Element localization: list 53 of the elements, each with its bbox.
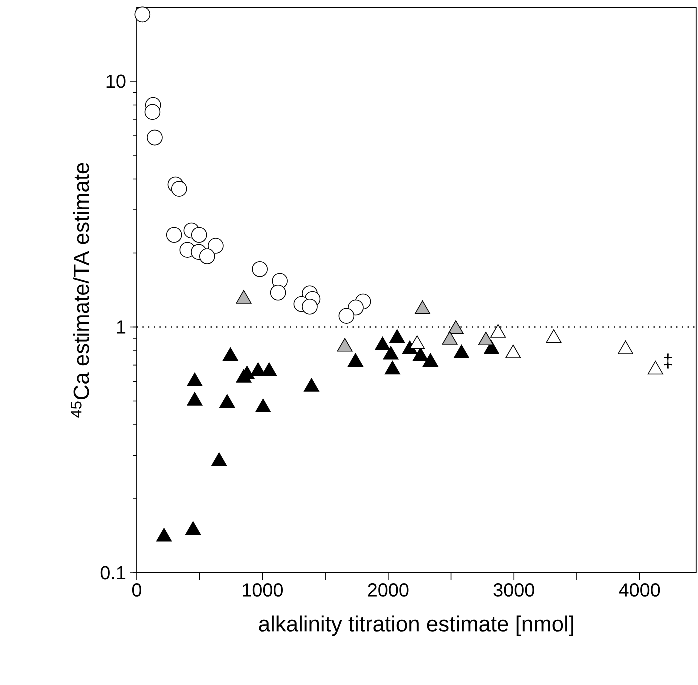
- point: [134, 6, 151, 23]
- annotation: ‡: [664, 354, 672, 369]
- point: [144, 104, 161, 120]
- y-tick-label: 1: [117, 320, 126, 334]
- y-tick-label: 0.1: [100, 566, 126, 580]
- point: [262, 362, 278, 376]
- point: [490, 324, 506, 338]
- point: [166, 227, 182, 244]
- point: [252, 261, 268, 278]
- point: [270, 284, 286, 301]
- point: [337, 338, 353, 352]
- x-tick-label: 2000: [368, 584, 409, 597]
- point: [648, 361, 664, 375]
- point: [304, 378, 320, 392]
- x-tick-label: 4000: [619, 584, 660, 597]
- point: [348, 353, 364, 367]
- x-axis-title: alkalinity titration estimate [nmol]: [259, 616, 574, 636]
- point: [422, 353, 438, 367]
- y-tick-label: 10: [106, 74, 126, 88]
- point: [147, 130, 163, 146]
- point: [618, 340, 634, 354]
- point: [454, 344, 470, 358]
- point: [442, 331, 458, 345]
- point: [187, 392, 203, 406]
- y-axis-title: $^{45}$Ca estimate/TA estimate: [71, 163, 90, 418]
- point: [236, 290, 252, 304]
- point: [506, 344, 522, 358]
- point: [208, 238, 224, 254]
- point: [222, 348, 238, 362]
- point: [156, 528, 172, 542]
- point: [220, 394, 236, 408]
- point: [410, 336, 426, 350]
- point: [414, 300, 430, 314]
- point: [448, 320, 464, 334]
- point: [200, 248, 216, 264]
- point: [383, 346, 399, 360]
- x-tick-label: 0: [132, 584, 142, 597]
- point: [384, 361, 400, 375]
- point: [546, 330, 562, 344]
- point: [338, 308, 355, 324]
- x-tick-label: 3000: [494, 584, 534, 597]
- point: [256, 398, 272, 412]
- point: [187, 372, 203, 386]
- point: [186, 522, 202, 536]
- point: [191, 227, 208, 244]
- point: [390, 330, 406, 344]
- point: [302, 298, 318, 315]
- point: [412, 348, 428, 362]
- point: [478, 332, 494, 346]
- point: [171, 181, 188, 197]
- point: [375, 336, 391, 350]
- x-tick-label: 1000: [243, 584, 284, 597]
- point: [212, 452, 228, 466]
